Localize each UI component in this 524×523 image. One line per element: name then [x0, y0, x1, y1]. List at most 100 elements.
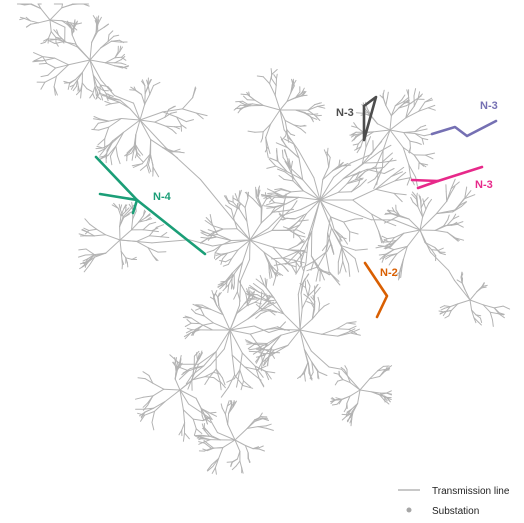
transmission-line — [449, 303, 459, 308]
transmission-line — [123, 119, 141, 133]
transmission-line — [100, 93, 108, 97]
transmission-line — [299, 329, 312, 352]
transmission-line — [356, 131, 364, 137]
transmission-line — [206, 430, 212, 437]
transmission-line — [482, 304, 495, 309]
transmission-line — [389, 253, 398, 257]
transmission-line — [252, 198, 262, 209]
transmission-line — [202, 322, 214, 326]
transmission-line — [92, 93, 96, 99]
transmission-line — [139, 111, 164, 121]
transmission-line — [151, 410, 155, 423]
transmission-line — [280, 209, 302, 217]
transmission-line — [227, 284, 230, 293]
transmission-line — [444, 315, 450, 319]
transmission-line — [408, 98, 418, 105]
legend-substation-swatch — [406, 507, 412, 513]
transmission-line — [280, 329, 301, 336]
transmission-line — [197, 352, 200, 361]
transmission-line — [246, 220, 251, 241]
transmission-line — [284, 261, 297, 265]
transmission-line — [331, 227, 343, 248]
transmission-line — [398, 105, 408, 109]
transmission-line — [351, 403, 359, 410]
transmission-line — [200, 408, 211, 414]
transmission-line — [100, 79, 115, 96]
transmission-line — [260, 211, 274, 224]
transmission-line — [249, 229, 273, 241]
transmission-line — [244, 445, 254, 450]
transmission-line — [262, 123, 272, 133]
transmission-line — [272, 246, 283, 259]
transmission-line — [355, 178, 363, 182]
transmission-line — [248, 91, 251, 97]
transmission-line — [283, 129, 299, 151]
transmission-line — [105, 103, 112, 106]
transmission-line — [185, 374, 193, 385]
transmission-line — [419, 216, 424, 231]
transmission-line — [200, 229, 209, 234]
transmission-line — [147, 247, 159, 253]
transmission-line — [109, 96, 121, 101]
transmission-line — [255, 297, 271, 303]
transmission-line — [154, 116, 166, 123]
transmission-line — [397, 215, 410, 220]
transmission-line — [88, 228, 98, 231]
transmission-line — [303, 372, 306, 382]
transmission-line — [359, 179, 367, 187]
transmission-line — [493, 307, 500, 315]
transmission-line — [148, 221, 157, 225]
contingency-orange: N-2 — [363, 261, 398, 319]
transmission-line — [473, 317, 477, 324]
transmission-line — [266, 202, 276, 206]
transmission-line — [138, 219, 147, 223]
transmission-line — [333, 372, 340, 375]
transmission-line — [249, 239, 265, 253]
transmission-line — [349, 418, 353, 424]
transmission-line — [353, 122, 358, 129]
transmission-line — [253, 373, 262, 381]
transmission-line — [130, 86, 137, 91]
transmission-line — [207, 466, 214, 472]
transmission-line — [89, 59, 106, 64]
transmission-line — [389, 117, 407, 131]
transmission-line — [436, 209, 456, 215]
transmission-line — [425, 202, 430, 210]
transmission-line — [121, 56, 127, 61]
transmission-line — [73, 22, 78, 28]
transmission-line — [267, 215, 282, 230]
transmission-line — [131, 218, 134, 231]
transmission-line — [375, 149, 384, 167]
transmission-line — [302, 190, 321, 201]
transmission-line — [75, 43, 91, 61]
transmission-line — [272, 210, 285, 213]
transmission-line — [419, 195, 422, 202]
transmission-line — [114, 59, 122, 64]
transmission-line — [431, 249, 437, 257]
transmission-line — [381, 159, 397, 163]
transmission-line — [489, 311, 499, 315]
transmission-line — [337, 246, 343, 263]
transmission-line — [386, 237, 395, 240]
transmission-line — [493, 305, 504, 309]
transmission-line — [214, 244, 222, 254]
transmission-line — [153, 401, 166, 409]
transmission-line — [304, 112, 314, 115]
transmission-line — [79, 261, 87, 265]
transmission-line — [318, 305, 325, 312]
transmission-line — [351, 411, 354, 420]
transmission-line — [481, 282, 485, 288]
transmission-line — [322, 166, 330, 180]
transmission-line — [81, 229, 88, 233]
transmission-line — [107, 34, 110, 42]
transmission-line — [40, 41, 46, 45]
transmission-line — [212, 322, 231, 331]
transmission-line — [215, 368, 223, 379]
transmission-line — [223, 207, 251, 241]
transmission-line — [288, 264, 297, 268]
transmission-line — [419, 229, 431, 253]
transmission-line — [98, 126, 110, 131]
contingency-orange-lines — [363, 261, 389, 319]
transmission-line — [272, 275, 277, 286]
transmission-line — [286, 217, 296, 220]
